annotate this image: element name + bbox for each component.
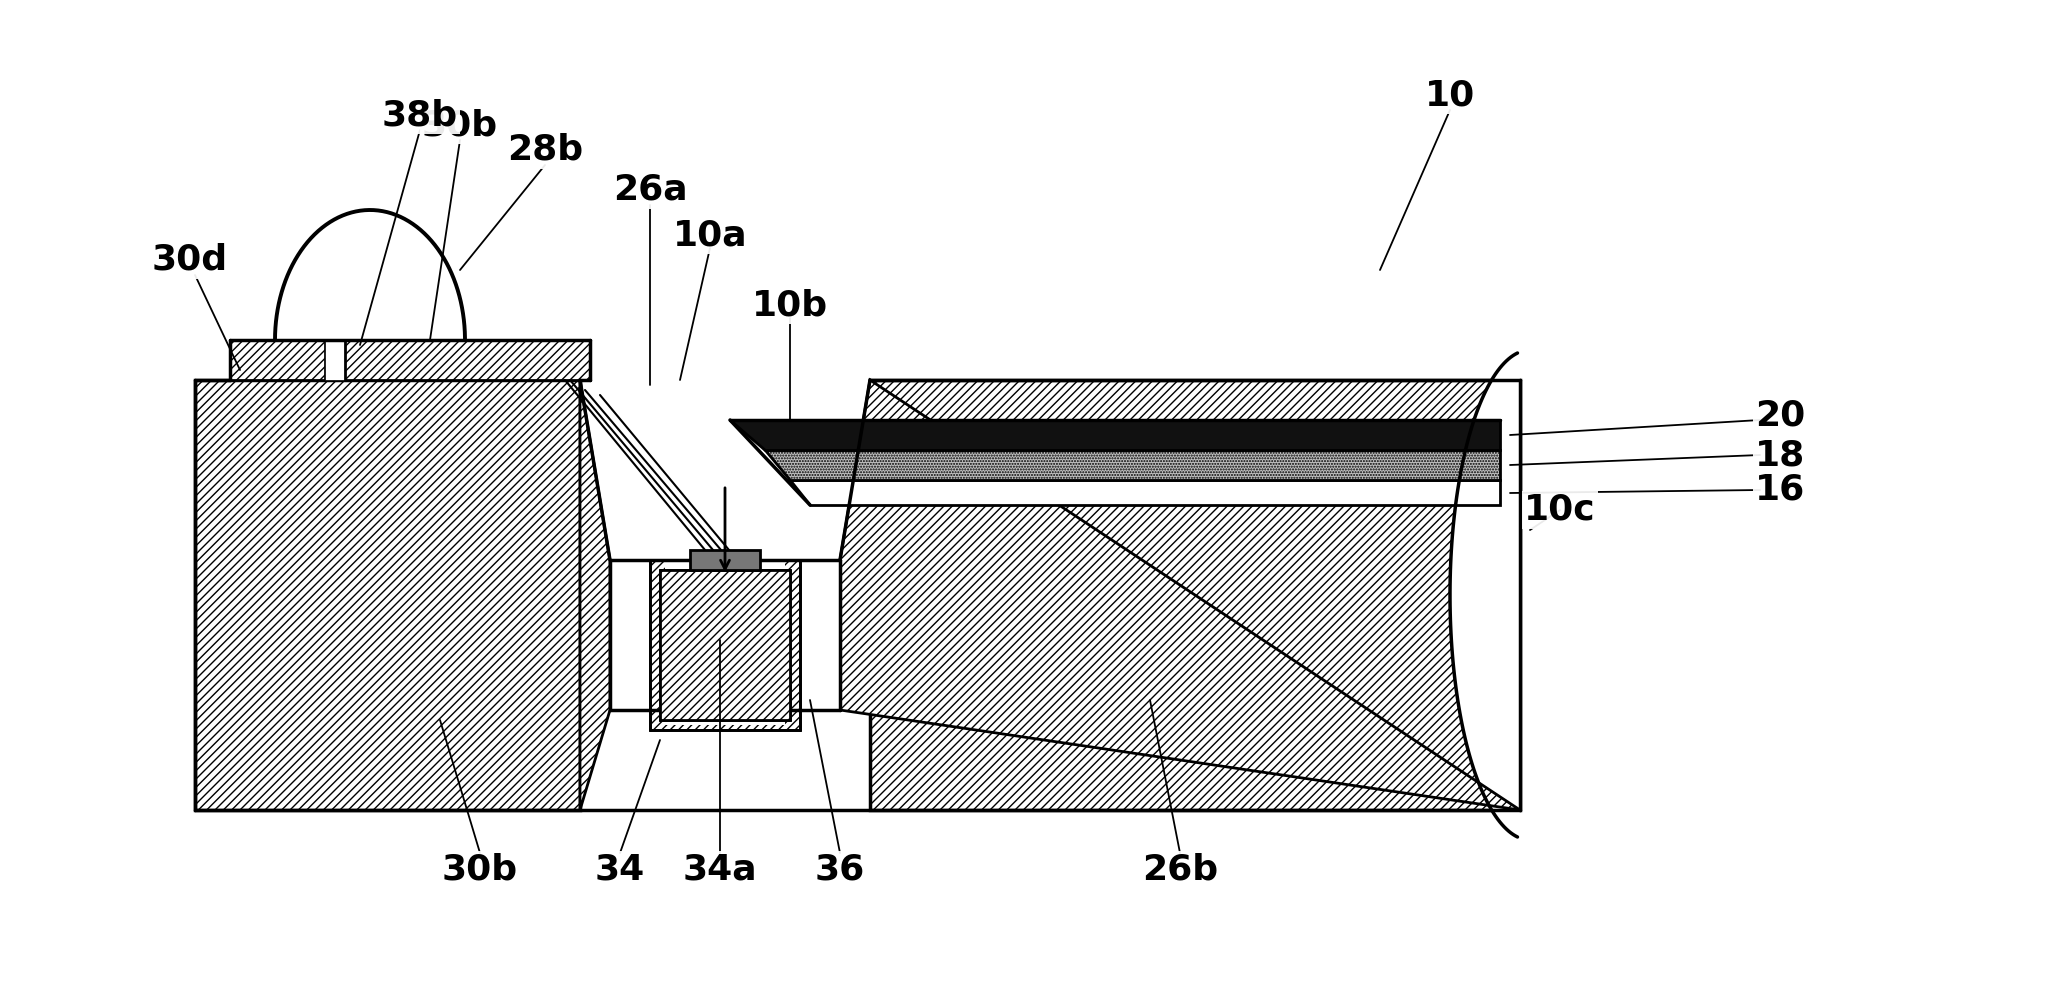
Text: 28b: 28b [506, 133, 584, 167]
Polygon shape [691, 550, 760, 570]
Polygon shape [326, 340, 344, 380]
Polygon shape [650, 560, 799, 730]
Text: 18: 18 [1754, 438, 1805, 472]
Polygon shape [666, 560, 785, 725]
Polygon shape [1451, 353, 1520, 837]
Text: 10b: 10b [752, 288, 828, 322]
Polygon shape [871, 380, 1520, 810]
Polygon shape [729, 420, 1500, 450]
Polygon shape [229, 340, 326, 380]
Text: 30d: 30d [152, 243, 227, 277]
Polygon shape [791, 480, 1500, 505]
Text: 34a: 34a [682, 853, 758, 887]
Polygon shape [344, 340, 590, 380]
Polygon shape [660, 570, 791, 720]
Text: 26b: 26b [1141, 853, 1217, 887]
Text: 38b: 38b [381, 98, 459, 132]
Polygon shape [611, 560, 840, 710]
Polygon shape [840, 380, 1520, 810]
Polygon shape [195, 380, 580, 810]
Polygon shape [764, 450, 1500, 480]
Text: 10: 10 [1424, 78, 1475, 112]
Text: 34: 34 [594, 853, 645, 887]
Text: 10a: 10a [672, 218, 748, 252]
Text: 36: 36 [816, 853, 865, 887]
Text: 10c: 10c [1524, 493, 1596, 527]
Text: 20: 20 [1754, 398, 1805, 432]
Text: 30b: 30b [443, 853, 518, 887]
Text: 30b: 30b [422, 108, 498, 142]
Text: 26a: 26a [613, 173, 686, 207]
Text: 16: 16 [1754, 473, 1805, 507]
Polygon shape [580, 380, 611, 810]
